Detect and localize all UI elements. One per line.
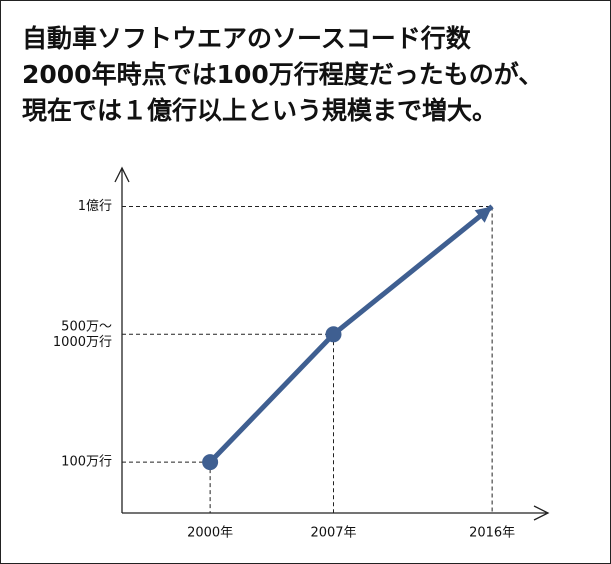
title-line: 現在では１億行以上という規模まで増大。 bbox=[22, 96, 497, 125]
x-axis-arrow bbox=[533, 505, 550, 521]
x-tick-label: 2007年 bbox=[310, 526, 356, 541]
point bbox=[202, 454, 219, 471]
point-arrow bbox=[474, 206, 493, 223]
y-tick-label: 500万～ 1000万行 bbox=[53, 319, 112, 350]
title-line: 自動車ソフトウエアのソースコード行数 bbox=[22, 24, 472, 53]
y-axis-arrow bbox=[114, 166, 130, 183]
y-tick-label: 1億行 bbox=[78, 198, 112, 214]
point bbox=[325, 326, 342, 343]
y-tick-label: 100万行 bbox=[61, 455, 112, 470]
x-tick-label: 2016年 bbox=[469, 526, 515, 541]
x-tick-label: 2000年 bbox=[187, 526, 233, 541]
title-line: 2000年時点では100万行程度だったものが、 bbox=[22, 60, 543, 89]
